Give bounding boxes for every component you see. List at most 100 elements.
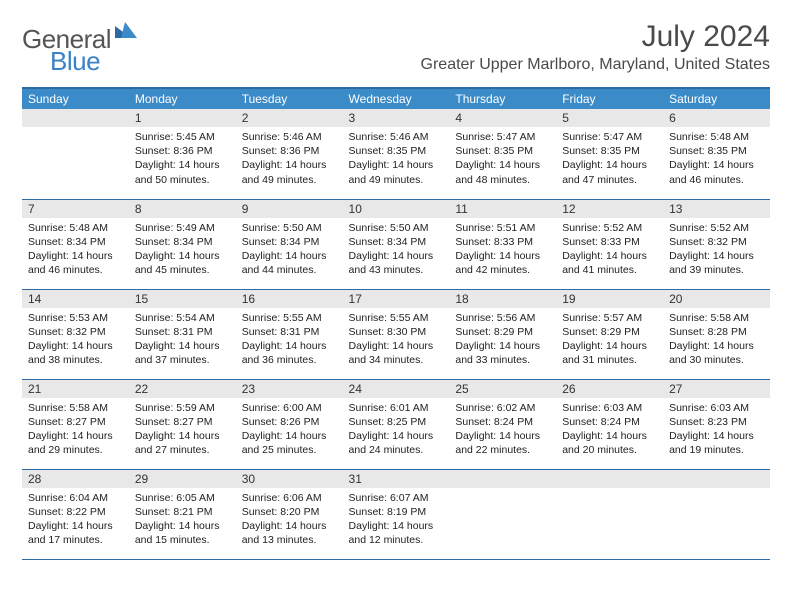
calendar-day-cell: 5Sunrise: 5:47 AMSunset: 8:35 PMDaylight… (556, 109, 663, 199)
weekday-header: Friday (556, 88, 663, 109)
sunset-text: Sunset: 8:35 PM (562, 144, 657, 158)
sunrise-text: Sunrise: 5:49 AM (135, 221, 230, 235)
sunset-text: Sunset: 8:32 PM (28, 325, 123, 339)
calendar-day-cell: 26Sunrise: 6:03 AMSunset: 8:24 PMDayligh… (556, 379, 663, 469)
sunrise-text: Sunrise: 5:57 AM (562, 311, 657, 325)
sunset-text: Sunset: 8:22 PM (28, 505, 123, 519)
day-body: Sunrise: 6:04 AMSunset: 8:22 PMDaylight:… (22, 488, 129, 554)
calendar-day-cell: 1Sunrise: 5:45 AMSunset: 8:36 PMDaylight… (129, 109, 236, 199)
day-body: Sunrise: 6:02 AMSunset: 8:24 PMDaylight:… (449, 398, 556, 464)
daylight-text: Daylight: 14 hours and 46 minutes. (28, 249, 123, 277)
day-number: 21 (22, 380, 129, 398)
sunset-text: Sunset: 8:28 PM (669, 325, 764, 339)
day-body: Sunrise: 5:52 AMSunset: 8:32 PMDaylight:… (663, 218, 770, 284)
sunrise-text: Sunrise: 5:45 AM (135, 130, 230, 144)
calendar-day-cell: 19Sunrise: 5:57 AMSunset: 8:29 PMDayligh… (556, 289, 663, 379)
daylight-text: Daylight: 14 hours and 30 minutes. (669, 339, 764, 367)
sunrise-text: Sunrise: 6:03 AM (669, 401, 764, 415)
daylight-text: Daylight: 14 hours and 39 minutes. (669, 249, 764, 277)
day-number: 20 (663, 290, 770, 308)
sunset-text: Sunset: 8:34 PM (242, 235, 337, 249)
day-body: Sunrise: 5:46 AMSunset: 8:36 PMDaylight:… (236, 127, 343, 193)
daylight-text: Daylight: 14 hours and 27 minutes. (135, 429, 230, 457)
daylight-text: Daylight: 14 hours and 49 minutes. (242, 158, 337, 186)
calendar-week-row: 1Sunrise: 5:45 AMSunset: 8:36 PMDaylight… (22, 109, 770, 199)
daylight-text: Daylight: 14 hours and 41 minutes. (562, 249, 657, 277)
day-body: Sunrise: 5:50 AMSunset: 8:34 PMDaylight:… (236, 218, 343, 284)
calendar-day-cell: 10Sunrise: 5:50 AMSunset: 8:34 PMDayligh… (343, 199, 450, 289)
sunrise-text: Sunrise: 5:55 AM (242, 311, 337, 325)
daylight-text: Daylight: 14 hours and 25 minutes. (242, 429, 337, 457)
calendar-day-cell: 4Sunrise: 5:47 AMSunset: 8:35 PMDaylight… (449, 109, 556, 199)
sunrise-text: Sunrise: 5:47 AM (562, 130, 657, 144)
daylight-text: Daylight: 14 hours and 44 minutes. (242, 249, 337, 277)
calendar-day-cell: 18Sunrise: 5:56 AMSunset: 8:29 PMDayligh… (449, 289, 556, 379)
daylight-text: Daylight: 14 hours and 13 minutes. (242, 519, 337, 547)
calendar-day-cell: 22 Sunrise: 5:59 AMSunset: 8:27 PMDayligh… (129, 379, 236, 469)
daylight-text: Daylight: 14 hours and 49 minutes. (349, 158, 444, 186)
day-number: 16 (236, 290, 343, 308)
calendar-day-cell: 20Sunrise: 5:58 AMSunset: 8:28 PMDayligh… (663, 289, 770, 379)
calendar-day-cell: 6Sunrise: 5:48 AMSunset: 8:35 PMDaylight… (663, 109, 770, 199)
calendar-day-cell: 21Sunrise: 5:58 AMSunset: 8:27 PMDayligh… (22, 379, 129, 469)
calendar-day-cell: 24Sunrise: 6:01 AMSunset: 8:25 PMDayligh… (343, 379, 450, 469)
sunrise-text: Sunrise: 6:03 AM (562, 401, 657, 415)
sunrise-text: Sunrise: 5:52 AM (669, 221, 764, 235)
sunrise-text: Sunrise: 5:46 AM (349, 130, 444, 144)
sunset-text: Sunset: 8:33 PM (562, 235, 657, 249)
daylight-text: Daylight: 14 hours and 20 minutes. (562, 429, 657, 457)
sunrise-text: Sunrise: 6:05 AM (135, 491, 230, 505)
day-body: Sunrise: 5:55 AMSunset: 8:30 PMDaylight:… (343, 308, 450, 374)
calendar-day-cell (663, 469, 770, 559)
daylight-text: Daylight: 14 hours and 31 minutes. (562, 339, 657, 367)
day-body: Sunrise: 6:00 AMSunset: 8:26 PMDaylight:… (236, 398, 343, 464)
day-number: 22 (129, 380, 236, 398)
sunrise-text: Sunrise: 5:55 AM (349, 311, 444, 325)
day-body: Sunrise: 6:06 AMSunset: 8:20 PMDaylight:… (236, 488, 343, 554)
day-number: 19 (556, 290, 663, 308)
day-number: 3 (343, 109, 450, 127)
sunset-text: Sunset: 8:21 PM (135, 505, 230, 519)
day-number (556, 470, 663, 488)
sunset-text: Sunset: 8:33 PM (455, 235, 550, 249)
sunset-text: Sunset: 8:27 PM (135, 415, 230, 429)
day-body: Sunrise: 5:58 AMSunset: 8:27 PMDaylight:… (22, 398, 129, 464)
weekday-header: Thursday (449, 88, 556, 109)
sunrise-text: Sunrise: 5:58 AM (28, 401, 123, 415)
sunrise-text: Sunrise: 6:02 AM (455, 401, 550, 415)
daylight-text: Daylight: 14 hours and 50 minutes. (135, 158, 230, 186)
day-number: 18 (449, 290, 556, 308)
day-body: Sunrise: 5:58 AMSunset: 8:28 PMDaylight:… (663, 308, 770, 374)
day-body: Sunrise: 5:54 AMSunset: 8:31 PMDaylight:… (129, 308, 236, 374)
day-body: Sunrise: 5:57 AMSunset: 8:29 PMDaylight:… (556, 308, 663, 374)
day-body: Sunrise: 5:47 AMSunset: 8:35 PMDaylight:… (449, 127, 556, 193)
day-number: 29 (129, 470, 236, 488)
day-body: Sunrise: 5:51 AMSunset: 8:33 PMDaylight:… (449, 218, 556, 284)
sunrise-text: Sunrise: 5:59 AM (135, 401, 230, 415)
day-number: 27 (663, 380, 770, 398)
calendar-day-cell (22, 109, 129, 199)
sunrise-text: Sunrise: 5:53 AM (28, 311, 123, 325)
day-number: 8 (129, 200, 236, 218)
sunrise-text: Sunrise: 5:46 AM (242, 130, 337, 144)
daylight-text: Daylight: 14 hours and 48 minutes. (455, 158, 550, 186)
calendar-day-cell: 14Sunrise: 5:53 AMSunset: 8:32 PMDayligh… (22, 289, 129, 379)
day-body: Sunrise: 5:45 AMSunset: 8:36 PMDaylight:… (129, 127, 236, 193)
daylight-text: Daylight: 14 hours and 47 minutes. (562, 158, 657, 186)
sunset-text: Sunset: 8:31 PM (135, 325, 230, 339)
day-number (449, 470, 556, 488)
sunrise-text: Sunrise: 6:01 AM (349, 401, 444, 415)
sunset-text: Sunset: 8:26 PM (242, 415, 337, 429)
calendar-day-cell: 12Sunrise: 5:52 AMSunset: 8:33 PMDayligh… (556, 199, 663, 289)
day-body: Sunrise: 6:03 AMSunset: 8:24 PMDaylight:… (556, 398, 663, 464)
calendar-day-cell: 9Sunrise: 5:50 AMSunset: 8:34 PMDaylight… (236, 199, 343, 289)
day-number: 14 (22, 290, 129, 308)
sunrise-text: Sunrise: 5:58 AM (669, 311, 764, 325)
daylight-text: Daylight: 14 hours and 34 minutes. (349, 339, 444, 367)
sunrise-text: Sunrise: 5:48 AM (669, 130, 764, 144)
day-body: Sunrise: 5:52 AMSunset: 8:33 PMDaylight:… (556, 218, 663, 284)
day-body: Sunrise: 5:55 AMSunset: 8:31 PMDaylight:… (236, 308, 343, 374)
daylight-text: Daylight: 14 hours and 36 minutes. (242, 339, 337, 367)
day-body: Sunrise: 5:53 AMSunset: 8:32 PMDaylight:… (22, 308, 129, 374)
daylight-text: Daylight: 14 hours and 19 minutes. (669, 429, 764, 457)
